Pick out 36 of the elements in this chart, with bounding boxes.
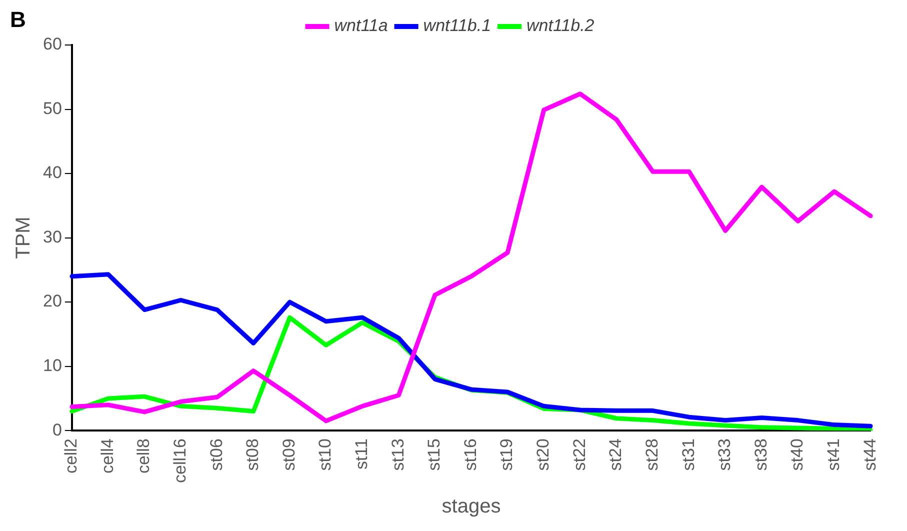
x-tick-label: st38 <box>751 438 770 471</box>
y-tick-label: 40 <box>42 163 62 182</box>
x-tick-label: cell2 <box>62 438 81 474</box>
x-tick-label: st41 <box>824 438 843 471</box>
y-tick-label: 30 <box>42 227 62 246</box>
x-tick-label: cell8 <box>134 438 154 474</box>
x-tick-label: st33 <box>715 438 734 471</box>
text: B <box>10 7 26 32</box>
x-tick-label: cell4 <box>98 438 117 474</box>
x-tick-label: st28 <box>642 438 662 471</box>
legend-label: wnt11b.1 <box>423 16 492 36</box>
x-tick-label: st09 <box>279 438 298 471</box>
x-tick-label: st24 <box>606 438 626 471</box>
x-tick-label: st11 <box>352 438 372 470</box>
y-axis-title: TPM <box>12 216 35 259</box>
x-tick-label: st06 <box>206 438 226 471</box>
x-tick-label: st20 <box>534 438 553 471</box>
x-tick-label: st08 <box>243 438 262 471</box>
y-tick-label: 20 <box>42 292 62 311</box>
x-tick-label: st44 <box>860 438 880 471</box>
x-tick-label: st16 <box>460 438 480 471</box>
y-tick-label: 10 <box>42 356 62 376</box>
y-tick-label: 60 <box>42 34 62 54</box>
x-tick-label: st13 <box>388 438 408 471</box>
y-tick-label: 50 <box>42 98 62 118</box>
x-tick-label: st10 <box>316 438 335 471</box>
legend-label: wnt11b.2 <box>526 16 595 36</box>
legend-label: wnt11a <box>334 16 388 36</box>
y-tick-label: 0 <box>52 420 62 440</box>
x-tick-label: st31 <box>678 438 698 471</box>
x-tick-label: st40 <box>788 438 807 471</box>
x-tick-label: st15 <box>424 438 444 471</box>
x-tick-label: st19 <box>497 438 516 471</box>
x-tick-label: st22 <box>570 438 589 471</box>
x-axis-title: stages <box>442 496 501 518</box>
x-tick-label: cell16 <box>170 438 190 484</box>
